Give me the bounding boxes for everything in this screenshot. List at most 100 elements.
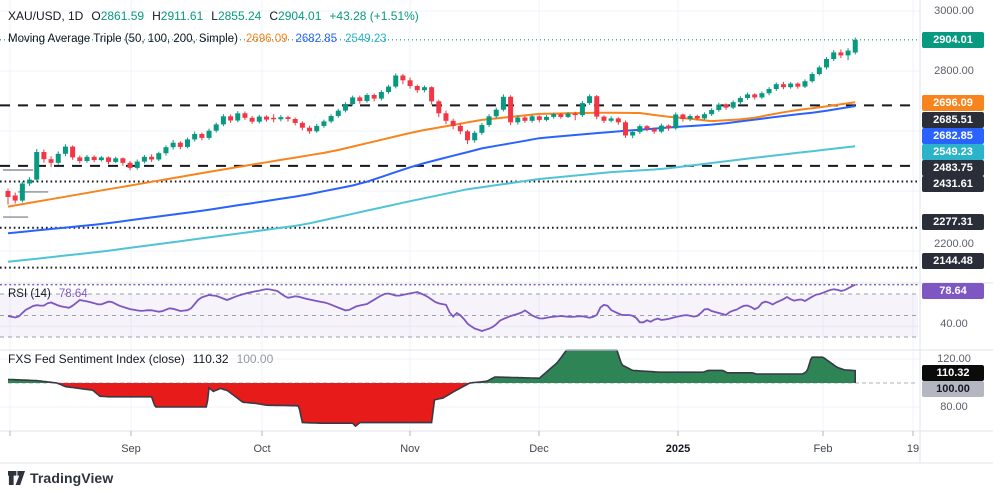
- candle-body: [342, 104, 348, 111]
- ma200-line[interactable]: [7, 145, 856, 263]
- candle-body: [644, 126, 650, 129]
- candle-body: [98, 157, 104, 161]
- candle-body: [465, 131, 471, 141]
- ma200-badge: 2549.23: [922, 144, 984, 160]
- candle-body: [572, 113, 578, 116]
- candle-body: [27, 179, 33, 184]
- candle-body: [127, 162, 133, 168]
- tradingview-logo-icon: [8, 471, 25, 485]
- fxs-line[interactable]: [7, 349, 856, 428]
- candle-body: [429, 87, 435, 102]
- level-badge-2685: 2685.51: [922, 112, 984, 128]
- candle-body: [737, 98, 743, 103]
- symbol-title[interactable]: XAU/USD, 1D: [8, 9, 84, 23]
- candle-body: [766, 89, 772, 94]
- candle-body: [630, 131, 636, 136]
- candle-body: [235, 113, 241, 121]
- candle-body: [716, 104, 722, 110]
- time-axis[interactable]: Sep Oct Nov Dec 2025 Feb 19: [0, 431, 920, 463]
- candle-body: [62, 146, 68, 154]
- fxs-label-80: 80.00: [940, 401, 968, 413]
- candle-body: [658, 125, 664, 132]
- rsi-indicator-title[interactable]: RSI (14): [8, 288, 51, 300]
- candle-body: [299, 122, 305, 128]
- time-label-19: 19: [906, 443, 920, 455]
- candle-body: [522, 117, 528, 121]
- candle-body: [673, 114, 679, 129]
- symbol-legend: XAU/USD, 1D O2861.59 H2911.61 L2855.24 C…: [8, 9, 419, 23]
- rsi-line[interactable]: [7, 283, 856, 332]
- candle-body: [709, 110, 715, 115]
- time-label-2025: 2025: [665, 443, 691, 455]
- candle-body: [845, 50, 851, 56]
- candle-body: [185, 139, 190, 147]
- price-label-3000: 3000.00: [934, 5, 974, 17]
- candle-body: [263, 116, 269, 120]
- candle-body: [443, 113, 449, 121]
- fxs-indicator-title[interactable]: FXS Fed Sentiment Index (close): [8, 352, 185, 366]
- candle-body: [199, 134, 205, 138]
- candle-body: [515, 117, 521, 123]
- rsi-legend: RSI (14) 78.64: [8, 288, 88, 300]
- candle-body: [307, 127, 313, 132]
- candle-body: [816, 67, 822, 74]
- candle-body: [414, 86, 420, 91]
- candle-body: [666, 125, 672, 129]
- candle-body: [809, 74, 815, 82]
- fxs-value-badge: 110.32: [922, 365, 984, 381]
- candle-body: [285, 117, 291, 119]
- rsi-badge: 78.64: [922, 283, 984, 299]
- candle-body: [249, 117, 255, 122]
- candle-body: [77, 157, 83, 161]
- candle-body: [106, 157, 112, 162]
- candle-body: [242, 113, 248, 118]
- fxs-base-value: 100.00: [236, 352, 274, 366]
- candle-body: [601, 116, 607, 121]
- candle-body: [500, 96, 506, 110]
- candle-body: [579, 103, 585, 116]
- ma100-line[interactable]: [7, 105, 856, 235]
- price-label-2800: 2800.00: [934, 65, 974, 77]
- candle-body: [41, 152, 47, 160]
- ma-indicator-title[interactable]: Moving Average Triple (50, 100, 200, Sim…: [8, 33, 238, 45]
- rsi-label-40: 40.00: [940, 318, 968, 330]
- candle-body: [594, 96, 600, 117]
- candle-body: [680, 114, 686, 119]
- candle-body: [371, 95, 377, 99]
- candle-body: [773, 84, 779, 89]
- candle-body: [19, 183, 25, 201]
- fxs-value: 110.32: [192, 352, 229, 366]
- candle-body: [400, 75, 406, 81]
- candle-body: [378, 92, 384, 99]
- candle-body: [256, 116, 262, 122]
- candle-body: [838, 52, 844, 56]
- candle-body: [694, 116, 700, 119]
- level-badge-2144: 2144.48: [922, 253, 984, 269]
- candle-body: [780, 84, 786, 88]
- fxs-label-120: 120.00: [937, 353, 971, 365]
- level-badge-2431: 2431.61: [922, 176, 984, 192]
- candle-body: [70, 146, 76, 158]
- high-value: H2911.61: [152, 9, 204, 23]
- low-value: L2855.24: [211, 9, 262, 23]
- candle-body: [558, 114, 564, 117]
- candle-body: [608, 118, 614, 121]
- candle-body: [831, 52, 837, 59]
- candle-body: [55, 153, 61, 163]
- close-value: C2904.01: [269, 9, 322, 23]
- tradingview-logo[interactable]: TradingView: [8, 470, 113, 486]
- candle-body: [852, 39, 858, 53]
- candle-body: [213, 124, 219, 131]
- candle-body: [278, 117, 284, 120]
- price-axis[interactable]: 3000.00 2800.00 2200.00 40.00 120.00 80.00 290…: [921, 0, 992, 463]
- candle-body: [723, 104, 729, 108]
- candle-body: [450, 120, 456, 126]
- candle-body: [328, 116, 334, 122]
- candle-body: [156, 153, 162, 160]
- ma50-line[interactable]: [7, 101, 856, 208]
- candle-body: [687, 116, 693, 119]
- candle-body: [802, 81, 808, 87]
- fxs-legend: FXS Fed Sentiment Index (close) 110.32 1…: [8, 352, 273, 366]
- candle-body: [407, 80, 413, 86]
